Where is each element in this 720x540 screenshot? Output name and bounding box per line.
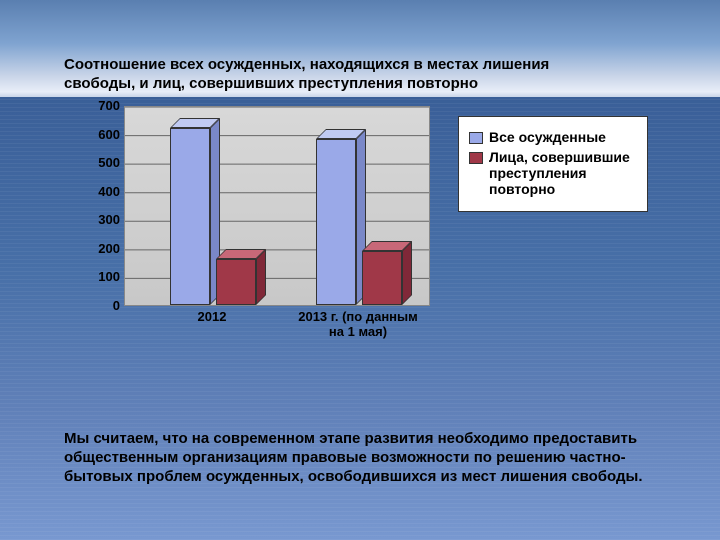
y-tick-label: 500 <box>98 155 120 170</box>
body-text: Мы считаем, что на современном этапе раз… <box>64 430 664 486</box>
plot-area <box>124 106 430 306</box>
bar <box>170 128 210 305</box>
slide-title: Соотношение всех осужденных, находящихся… <box>64 56 564 94</box>
y-tick-label: 300 <box>98 212 120 227</box>
bars-layer <box>125 107 429 305</box>
y-tick-label: 600 <box>98 127 120 142</box>
legend-label: Все осужденные <box>489 129 606 145</box>
bar <box>362 251 402 305</box>
y-tick-label: 100 <box>98 269 120 284</box>
y-tick-label: 700 <box>98 98 120 113</box>
x-tick-label: 2013 г. (по данным на 1 мая) <box>295 310 421 340</box>
y-tick-label: 200 <box>98 241 120 256</box>
legend-swatch <box>469 132 483 144</box>
legend-item: Лица, совершившие преступления повторно <box>469 149 637 197</box>
y-tick-label: 400 <box>98 184 120 199</box>
y-axis-labels: 0 100 200 300 400 500 600 700 <box>88 98 122 314</box>
bar <box>216 259 256 305</box>
legend: Все осужденные Лица, совершившие преступл… <box>458 116 648 212</box>
y-tick-label: 0 <box>113 298 120 313</box>
x-tick-label: 2012 <box>149 310 275 325</box>
legend-label: Лица, совершившие преступления повторно <box>489 149 637 197</box>
legend-item: Все осужденные <box>469 129 637 145</box>
chart: 0100200300400500600700 20122013 г. (по д… <box>88 106 648 342</box>
legend-swatch <box>469 152 483 164</box>
bar <box>316 139 356 305</box>
